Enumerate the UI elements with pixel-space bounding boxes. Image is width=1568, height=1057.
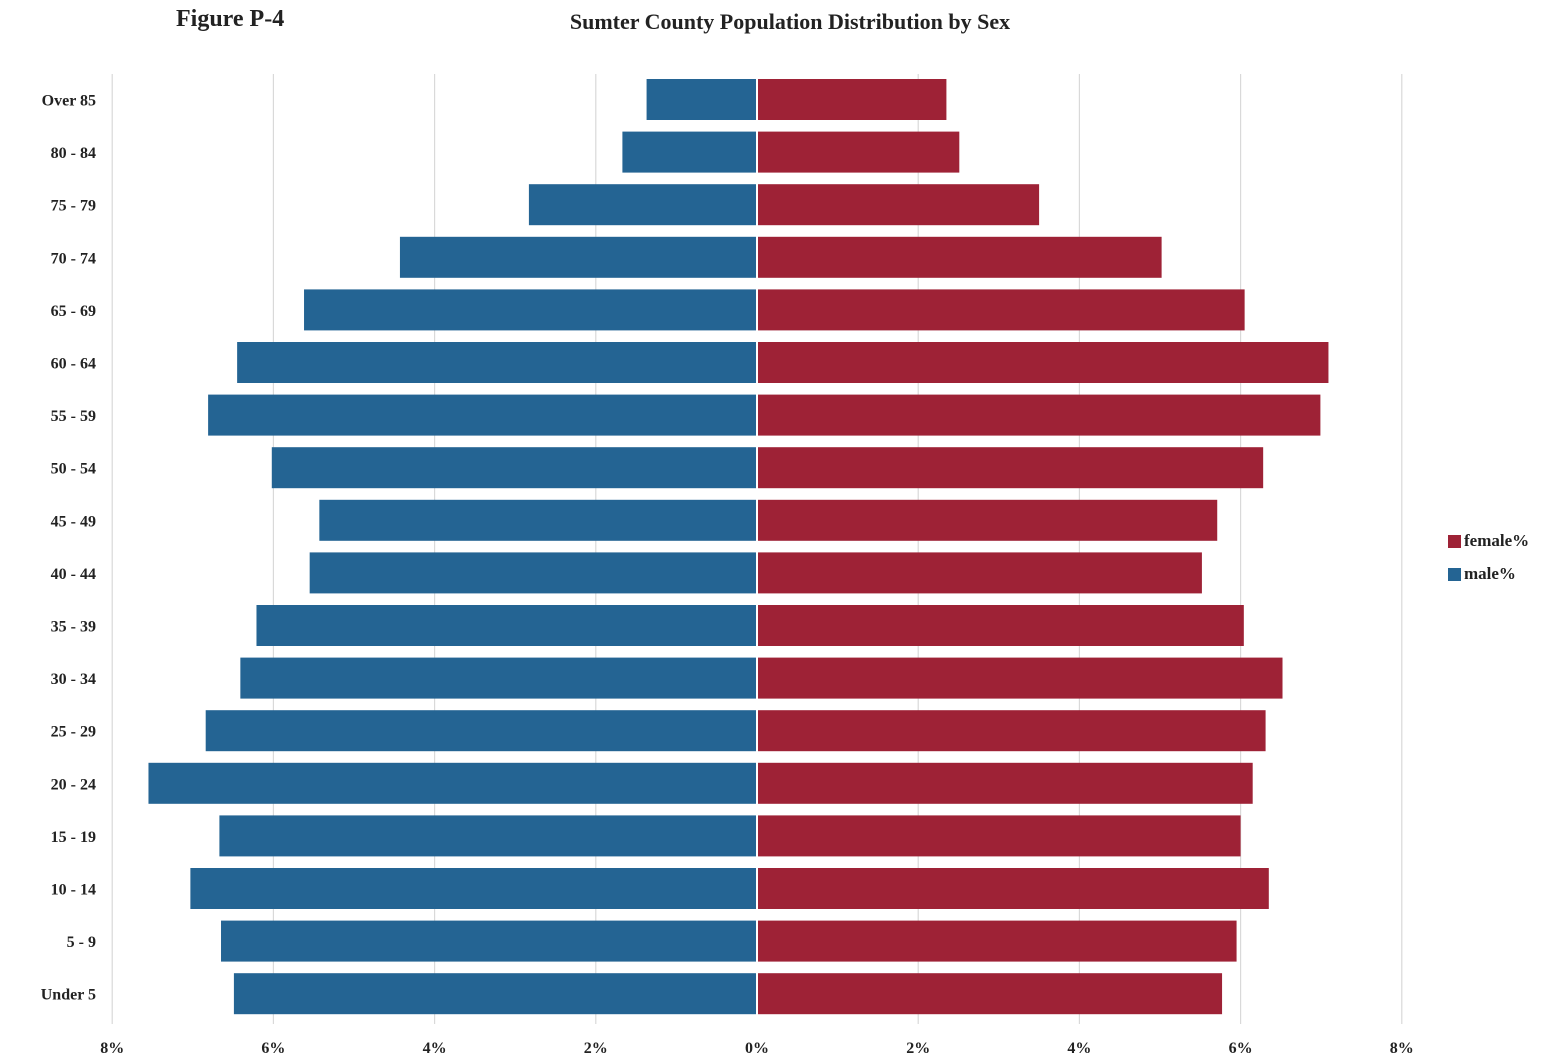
category-label: 50 - 54 (51, 461, 96, 478)
x-tick-label: 2% (584, 1040, 608, 1057)
bar-female (757, 605, 1244, 646)
category-label: Under 5 (41, 987, 96, 1004)
bar-female (757, 499, 1218, 541)
legend-label-female: female% (1464, 531, 1530, 550)
bar-female (757, 657, 1283, 699)
bar-female (757, 710, 1266, 752)
x-axis-ticks: 8% 6% 4% 2% 0% 2% 4% 6% 8% (100, 1040, 1414, 1057)
category-label: 20 - 24 (51, 776, 96, 793)
category-label: 70 - 74 (51, 250, 96, 267)
category-label: Over 85 (42, 93, 96, 110)
legend-label-male: male% (1464, 564, 1516, 583)
x-tick-label: 4% (423, 1040, 447, 1057)
bar-female (757, 815, 1241, 857)
bar-male (240, 657, 757, 699)
category-label: 80 - 84 (51, 145, 96, 162)
bar-female (757, 131, 960, 173)
bar-female (757, 236, 1162, 278)
bar-female (757, 289, 1245, 331)
bar-male (528, 184, 757, 226)
x-tick-label: 8% (1390, 1040, 1414, 1057)
bar-female (757, 762, 1253, 804)
category-label: 35 - 39 (51, 619, 96, 636)
category-label: 60 - 64 (51, 356, 96, 373)
bar-male (319, 499, 757, 541)
category-label: 65 - 69 (51, 303, 96, 320)
bar-female (757, 342, 1329, 383)
legend-item-female: female% (1448, 530, 1529, 552)
bar-male (233, 973, 757, 1015)
legend-item-male: male% (1448, 563, 1529, 585)
legend-swatch-male (1448, 567, 1461, 581)
x-tick-label: 6% (1229, 1040, 1253, 1057)
category-label: 40 - 44 (51, 566, 96, 583)
x-tick-label: 6% (261, 1040, 285, 1057)
legend: female% male% (1448, 530, 1529, 596)
bar-male (399, 236, 757, 278)
bar-male (622, 131, 757, 173)
gridlines (111, 74, 1403, 1024)
bar-female (757, 552, 1202, 594)
bar-male (271, 447, 757, 489)
legend-swatch-female (1448, 534, 1461, 548)
bar-male (221, 920, 757, 962)
category-label: 75 - 79 (51, 198, 96, 215)
figure-label: Figure P-4 (176, 6, 285, 32)
x-tick-label: 4% (1067, 1040, 1091, 1057)
category-label: 5 - 9 (67, 934, 96, 951)
bar-female (757, 973, 1223, 1015)
bar-female (757, 868, 1269, 909)
x-tick-label: 2% (906, 1040, 930, 1057)
category-label: 15 - 19 (51, 829, 96, 846)
bar-male (205, 710, 758, 752)
bar-female (757, 79, 947, 120)
bar-female (757, 394, 1321, 436)
category-label: 25 - 29 (51, 724, 96, 741)
category-label: 45 - 49 (51, 513, 96, 530)
category-labels: Over 85 80 - 84 75 - 79 70 - 74 65 - 69 60 - … (41, 93, 96, 1004)
bar-female (757, 184, 1040, 226)
bar-male (256, 605, 757, 646)
category-label: 55 - 59 (51, 408, 96, 425)
bars (148, 74, 1329, 1024)
bar-female (757, 447, 1264, 489)
chart-title: Sumter County Population Distribution by… (569, 9, 1011, 34)
bar-male (148, 762, 758, 804)
category-label: 30 - 34 (51, 671, 96, 688)
category-label: 10 - 14 (51, 882, 96, 899)
bar-male (304, 289, 757, 331)
bar-male (237, 342, 757, 383)
x-tick-label: 8% (100, 1040, 124, 1057)
bar-female (757, 920, 1237, 962)
bar-male (646, 79, 757, 120)
x-tick-label: 0% (745, 1040, 769, 1057)
bar-male (219, 815, 757, 857)
bar-male (208, 394, 757, 436)
bar-male (309, 552, 757, 594)
bar-male (190, 868, 757, 909)
